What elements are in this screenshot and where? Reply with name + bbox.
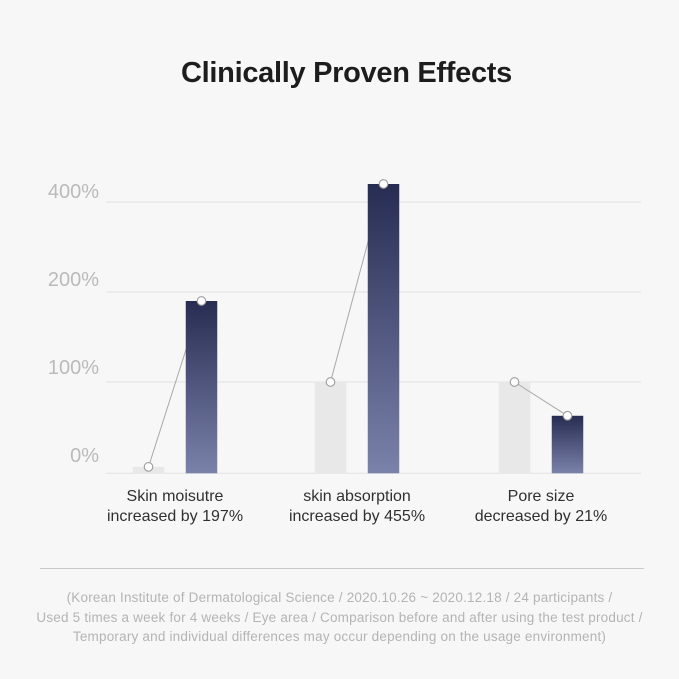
y-tick-label-400%: 400% (48, 181, 99, 203)
marker-after-2 (378, 179, 389, 189)
category-label-2-line-1: skin absorption (303, 488, 411, 505)
category-label-3: Pore size decreased by 21% (475, 487, 608, 527)
marker-before-2 (325, 377, 336, 387)
chart-title: Clinically Proven Effects (181, 57, 512, 89)
y-tick-label-200%: 200% (48, 269, 99, 291)
bar-after-3 (551, 415, 584, 474)
bar-after-1 (185, 301, 218, 474)
footnote-line-3: Temporary and individual differences may… (72, 629, 607, 644)
bar-before-3 (498, 382, 531, 474)
category-label-1-line-2: increased by 197% (106, 508, 244, 525)
footnote-line-1: (Korean Institute of Dermatological Scie… (66, 590, 613, 605)
category-label-1-line-1: Skin moisutre (126, 488, 224, 505)
category-label-3-line-1: Pore size (507, 488, 575, 505)
marker-after-3 (562, 410, 573, 421)
footnote-divider (40, 568, 644, 569)
footnote: (Korean Institute of Dermatological Scie… (0, 588, 679, 647)
marker-before-3 (509, 377, 520, 387)
bar-after-2 (367, 184, 400, 474)
category-label-2-line-2: increased by 455% (288, 508, 426, 525)
marker-before-1 (143, 462, 154, 472)
category-label-2: skin absorption increased by 455% (289, 487, 425, 527)
marker-after-1 (196, 296, 207, 306)
bar-before-2 (314, 382, 347, 474)
y-tick-label-100%: 100% (48, 357, 99, 379)
connector-line-3 (514, 381, 568, 417)
category-label-1: Skin moisutre increased by 197% (107, 487, 243, 527)
footnote-line-2: Used 5 times a week for 4 weeks / Eye ar… (36, 609, 643, 625)
category-label-3-line-2: decreased by 21% (474, 508, 608, 525)
y-tick-label-0%: 0% (70, 445, 99, 467)
